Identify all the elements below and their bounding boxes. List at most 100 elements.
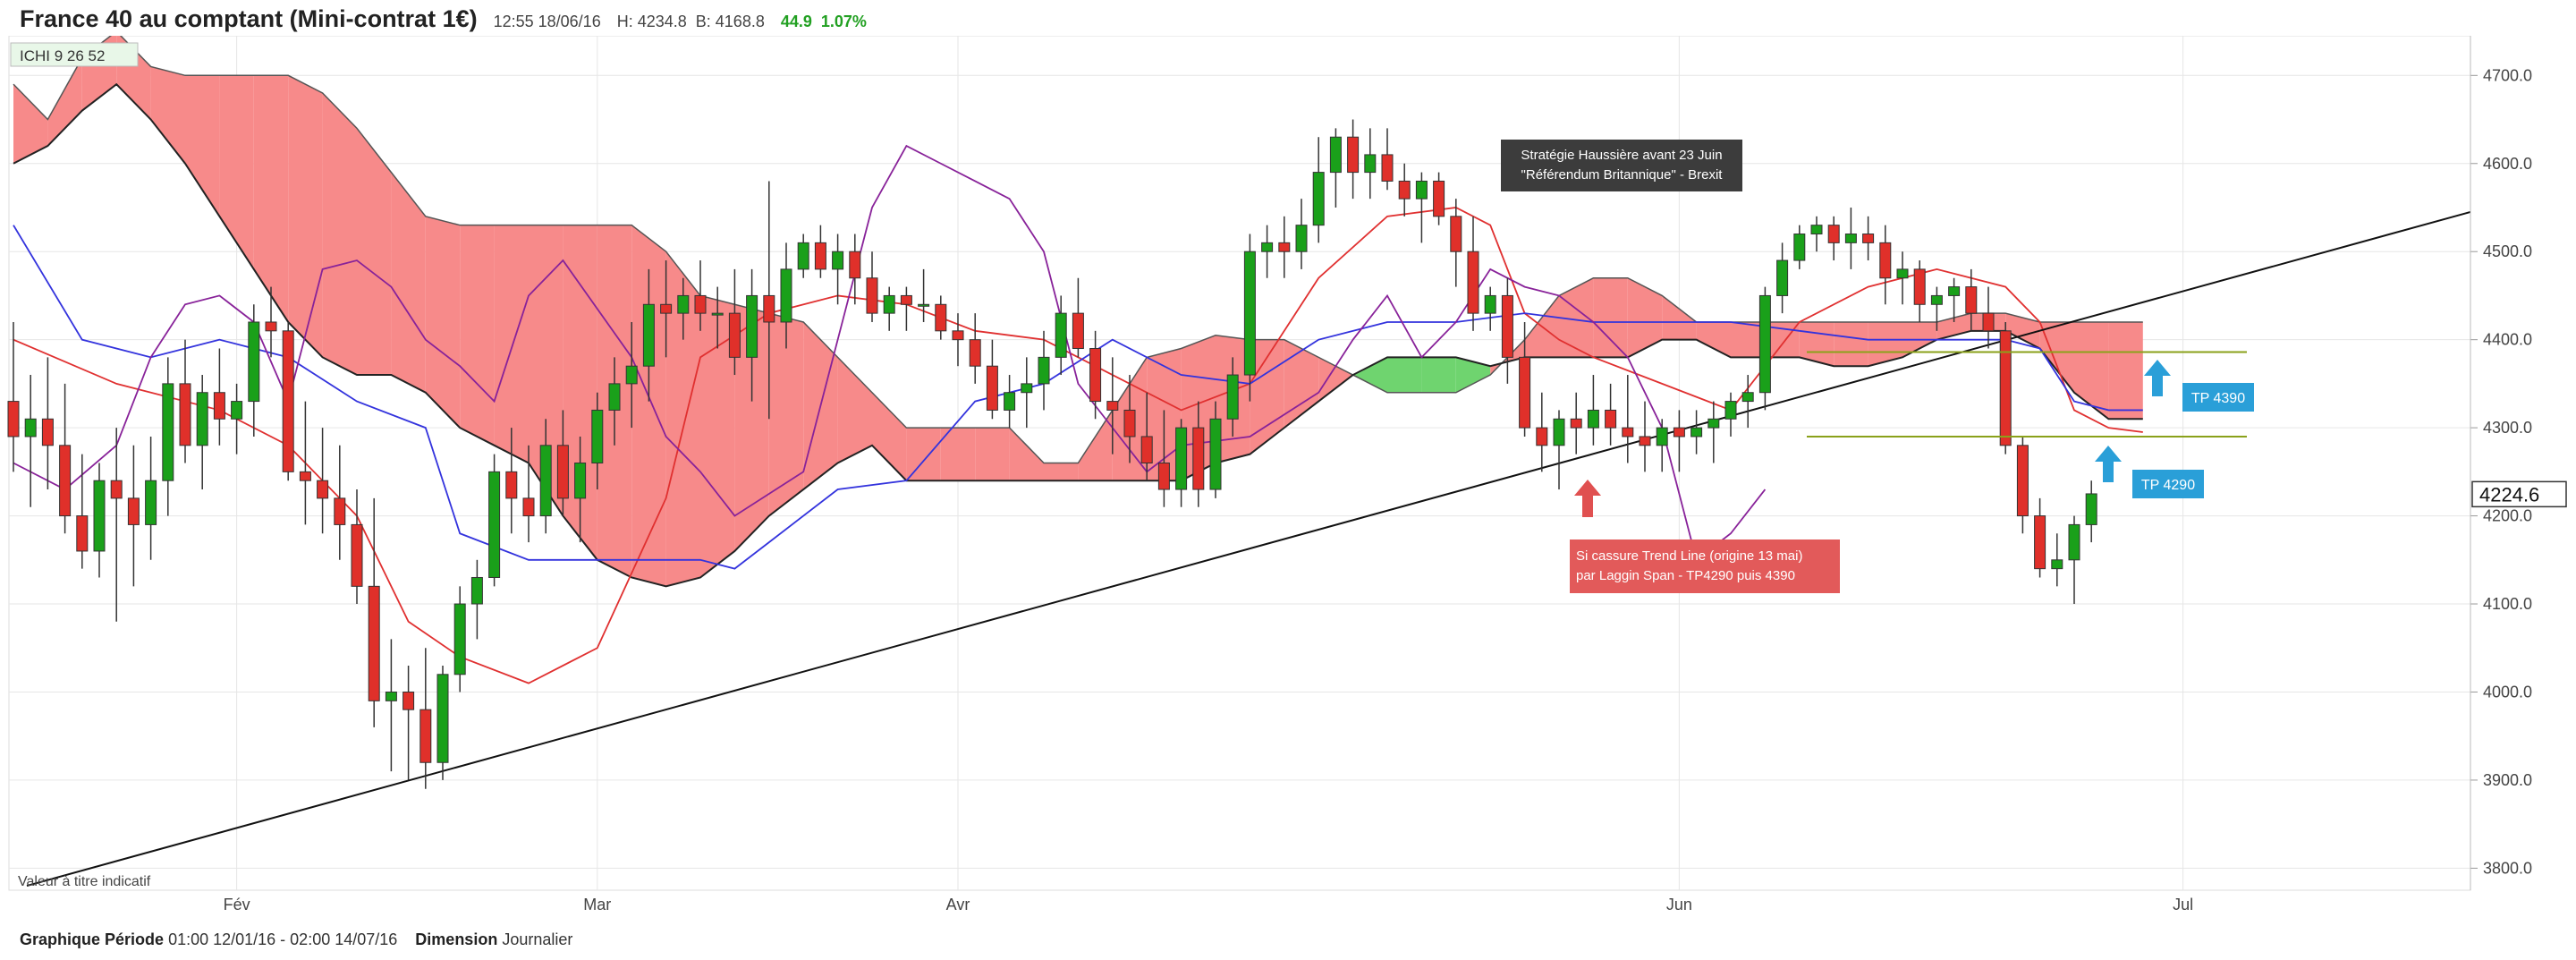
candle-body xyxy=(351,523,363,587)
candle-body xyxy=(1553,418,1565,446)
line-chikou xyxy=(13,144,1767,562)
candle-body xyxy=(900,294,912,305)
period-label: Graphique Période xyxy=(20,930,165,948)
price-axis: 3800.0 3900.0 4000.0 4100.0 4200.0 4300.0 4400… xyxy=(2470,36,2567,890)
cloud-segment xyxy=(1559,277,1594,358)
candle-body xyxy=(41,418,54,446)
candle-body xyxy=(145,480,157,525)
candle-body xyxy=(1896,268,1909,279)
candle-body xyxy=(694,294,707,314)
strategy-text: Stratégie Haussière avant 23 Juin xyxy=(1521,148,1722,163)
candle-body xyxy=(162,383,174,481)
candle-body xyxy=(1364,154,1377,174)
break-box xyxy=(1570,539,1840,593)
candle-body xyxy=(1501,294,1513,358)
y-tick-label: 4600.0 xyxy=(2483,155,2532,173)
candle-body xyxy=(1827,225,1840,243)
candle-body xyxy=(625,365,638,385)
candle-body xyxy=(1999,330,2012,446)
cloud-segment xyxy=(1078,410,1113,481)
cloud-segment xyxy=(631,225,666,587)
cloud-segment xyxy=(837,357,872,463)
candle-body xyxy=(402,691,415,710)
candle-body xyxy=(1810,225,1823,235)
cloud-segment xyxy=(1662,295,1697,340)
cloud-segment xyxy=(460,225,495,446)
senkou-a-line xyxy=(13,36,2143,464)
candle-body xyxy=(1982,312,1995,332)
cloud-segment xyxy=(1421,357,1456,393)
candle-body xyxy=(419,709,432,763)
candle-body xyxy=(505,471,518,499)
candle-body xyxy=(1484,294,1496,314)
cloud-segment xyxy=(1352,357,1387,393)
candle-body xyxy=(1450,216,1462,252)
candle-body xyxy=(780,268,792,323)
tp4390-box xyxy=(2182,383,2254,412)
candle-body xyxy=(179,383,191,446)
cloud-segment xyxy=(1455,357,1491,393)
cloud-segment xyxy=(665,251,700,587)
candle-body xyxy=(1295,225,1308,252)
cloud-segment xyxy=(357,128,392,376)
candle-body xyxy=(470,576,483,605)
candle-body xyxy=(1948,286,1961,296)
y-tick-label: 4700.0 xyxy=(2483,66,2532,84)
candle-body xyxy=(660,303,673,314)
candle-body xyxy=(1536,427,1548,446)
candle-body xyxy=(317,480,329,499)
cloud-segment xyxy=(940,428,976,481)
candle-body xyxy=(1055,312,1067,358)
candlestick-chart[interactable]: 3800.0 3900.0 4000.0 4100.0 4200.0 4300.0 4400… xyxy=(0,36,2576,930)
break-text: par Laggin Span - TP4290 puis 4390 xyxy=(1576,568,1795,583)
change-value: 44.9 xyxy=(780,13,812,30)
candle-body xyxy=(1004,392,1016,411)
candle-body xyxy=(832,251,844,270)
cloud-segment xyxy=(768,313,804,516)
candle-body xyxy=(1038,356,1050,385)
candle-body xyxy=(1157,463,1170,490)
cloud-segment xyxy=(1834,321,1868,367)
candle-body xyxy=(2051,559,2063,570)
cloud-segment xyxy=(47,57,82,147)
y-tick-label: 4300.0 xyxy=(2483,419,2532,437)
cloud-segment xyxy=(1009,428,1044,481)
candle-body xyxy=(110,480,123,499)
candle-body xyxy=(1758,294,1771,394)
candle-body xyxy=(918,303,930,307)
candle-body xyxy=(1776,259,1789,296)
x-tick-label: Jun xyxy=(1666,896,1692,913)
candle-body xyxy=(2016,445,2029,517)
change-percent: 1.07% xyxy=(820,13,867,30)
break-arrow-icon xyxy=(1574,480,1601,517)
senkou-b-line xyxy=(13,82,2143,588)
candle-body xyxy=(1879,242,1892,279)
timestamp: 12:55 18/06/16 xyxy=(493,13,601,30)
cloud-segment xyxy=(1731,321,1766,358)
trend-line xyxy=(26,210,2471,888)
cloud-segment xyxy=(1799,321,1835,367)
cloud-segment xyxy=(872,392,907,481)
candle-body xyxy=(1089,348,1102,403)
trend-line-segment xyxy=(26,210,2471,888)
candle-body xyxy=(299,471,311,481)
candle-body xyxy=(1913,268,1926,305)
candle-body xyxy=(849,251,861,279)
ichimoku-cloud xyxy=(13,36,2143,588)
candle-body xyxy=(2085,493,2097,525)
cloud-segment xyxy=(734,304,769,551)
candle-body xyxy=(1021,383,1033,394)
candle-body xyxy=(935,303,947,332)
tp4290-box xyxy=(2132,470,2204,498)
candle-body xyxy=(24,418,37,438)
candle-body xyxy=(522,497,535,517)
candle-body xyxy=(986,365,998,411)
candle-body xyxy=(969,339,981,367)
period-value: 01:00 12/01/16 - 02:00 14/07/16 xyxy=(168,930,398,948)
candle-body xyxy=(1965,286,1978,314)
candle-body xyxy=(1398,180,1411,200)
candle-body xyxy=(1519,356,1531,429)
x-tick-label: Jul xyxy=(2173,896,2193,913)
last-price-box xyxy=(2471,480,2567,508)
candle-body xyxy=(1656,427,1668,446)
